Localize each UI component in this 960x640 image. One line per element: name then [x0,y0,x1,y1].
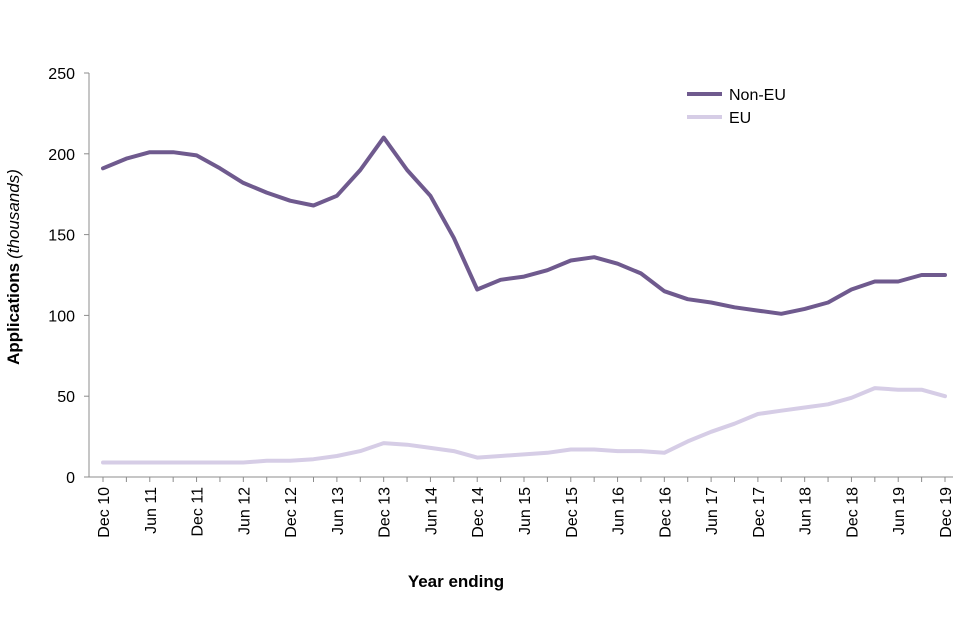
series-line-eu [101,386,947,465]
x-tick-label: Jun 12 [236,487,253,535]
x-tick-label: Dec 10 [96,487,113,538]
x-tick-label: Jun 13 [330,487,347,535]
y-tick-label: 250 [48,66,75,83]
legend-label-non-eu: Non-EU [729,87,786,104]
x-tick-label: Dec 16 [657,487,674,538]
x-tick-label: Jun 16 [611,487,628,535]
y-tick-label: 50 [57,389,75,406]
y-axis-title: Applications (thousands) [4,169,23,365]
x-tick-label: Dec 12 [283,487,300,538]
x-tick-label: Dec 15 [564,487,581,538]
x-tick-label: Jun 15 [517,487,534,535]
x-tick-label: Jun 18 [798,487,815,535]
y-axis: 0 50 100 150 200 250 [48,66,90,487]
x-tick-label: Jun 17 [704,487,721,535]
x-tick-label: Dec 18 [844,487,861,538]
x-axis-title: Year ending [408,572,504,591]
y-axis-title-main: Applications [4,263,23,365]
y-axis-title-unit: (thousands) [4,169,23,259]
x-tick-label: Dec 11 [190,487,207,537]
y-tick-label: 150 [48,228,75,245]
y-tick-label: 200 [48,147,75,164]
legend-label-eu: EU [729,110,751,127]
x-tick-label: Dec 13 [377,487,394,538]
x-tick-label: Jun 14 [423,487,440,535]
legend: Non-EU EU [687,87,786,127]
x-tick-label: Dec 17 [751,487,768,538]
x-tick-label: Dec 19 [938,487,955,538]
y-tick-label: 0 [66,470,75,487]
y-tick-label: 100 [48,308,75,325]
series-line-non-eu [101,135,947,316]
x-tick-label: Dec 14 [470,487,487,538]
x-tick-label: Jun 19 [891,487,908,535]
x-tick-label: Jun 11 [143,487,160,534]
series-lines [101,135,947,465]
x-axis: Dec 10 Jun 11 Dec 11 Jun 12 Dec 12 Jun 13 Dec … [89,476,955,538]
